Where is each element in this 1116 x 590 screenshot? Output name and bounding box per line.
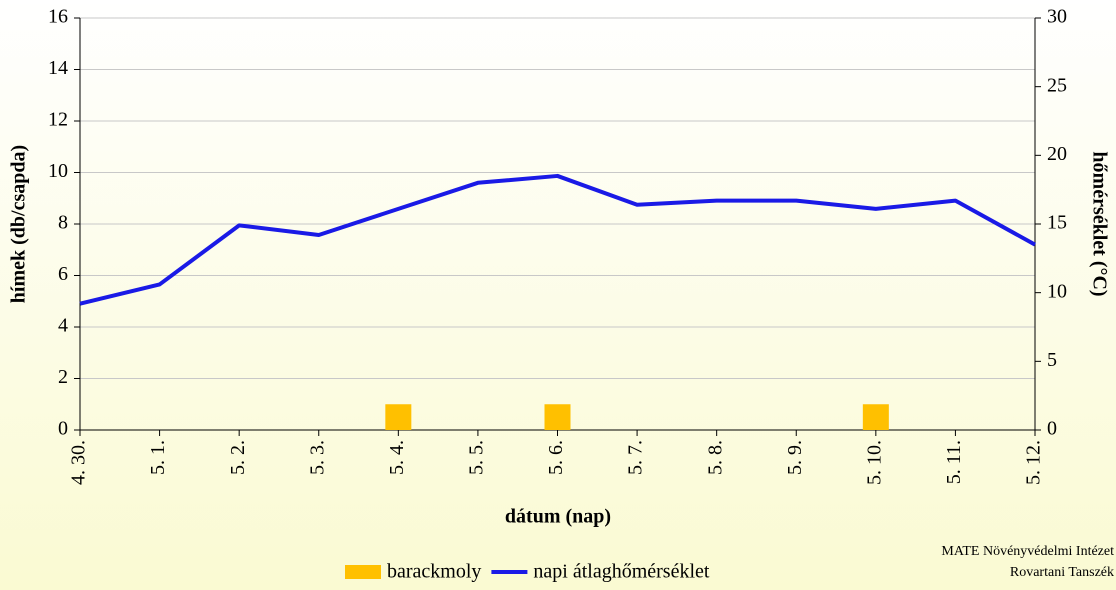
legend-label: napi átlaghőmérséklet: [533, 561, 709, 583]
x-tick-label: 5. 12.: [1023, 440, 1045, 485]
y-tick-label: 16: [48, 6, 68, 28]
y-tick-label: 0: [58, 418, 68, 440]
legend-swatch: [345, 565, 381, 579]
x-tick-label: 5. 3.: [306, 440, 328, 475]
x-tick-label: 5. 9.: [784, 440, 806, 475]
source: MATE Növényvédelmi Intézet: [941, 544, 1114, 559]
x-tick-label: 5. 7.: [625, 440, 647, 475]
x-tick-label: 5. 2.: [227, 440, 249, 475]
x-tick-label: 5. 11.: [943, 440, 965, 484]
x-tick-label: 4. 30.: [68, 440, 90, 485]
x-tick-label: 5. 8.: [704, 440, 726, 475]
y2-tick-label: 25: [1047, 74, 1067, 96]
y-tick-label: 2: [58, 366, 68, 388]
x-tick-label: 5. 6.: [545, 440, 567, 475]
source: Rovartani Tanszék: [1010, 565, 1114, 580]
x-axis-title: dátum (nap): [505, 506, 611, 528]
bar: [385, 404, 412, 430]
y-tick-label: 8: [58, 212, 68, 234]
x-tick-label: 5. 1.: [147, 440, 169, 475]
x-tick-label: 5. 10.: [863, 440, 885, 485]
y-axis-title: hímek (db/csapda): [8, 145, 30, 303]
y-tick-label: 4: [58, 315, 68, 337]
y2-tick-label: 30: [1047, 6, 1067, 28]
x-tick-label: 5. 5.: [466, 440, 488, 475]
x-tick-label: 5. 4.: [386, 440, 408, 475]
y-tick-label: 12: [48, 109, 68, 131]
bar: [862, 404, 889, 430]
y-tick-label: 14: [48, 57, 68, 79]
line: [79, 173, 1036, 306]
y2-tick-label: 0: [1047, 418, 1057, 440]
y-tick-label: 6: [58, 263, 68, 285]
y-tick-label: 10: [48, 160, 68, 182]
y2-tick-label: 5: [1047, 349, 1057, 371]
legend-label: barackmoly: [387, 561, 481, 583]
y2-tick-label: 20: [1047, 143, 1067, 165]
y2-tick-label: 10: [1047, 280, 1067, 302]
y2-axis-title: hőmérséklet (°C): [1088, 151, 1110, 296]
bar: [544, 404, 571, 430]
y2-tick-label: 15: [1047, 212, 1067, 234]
